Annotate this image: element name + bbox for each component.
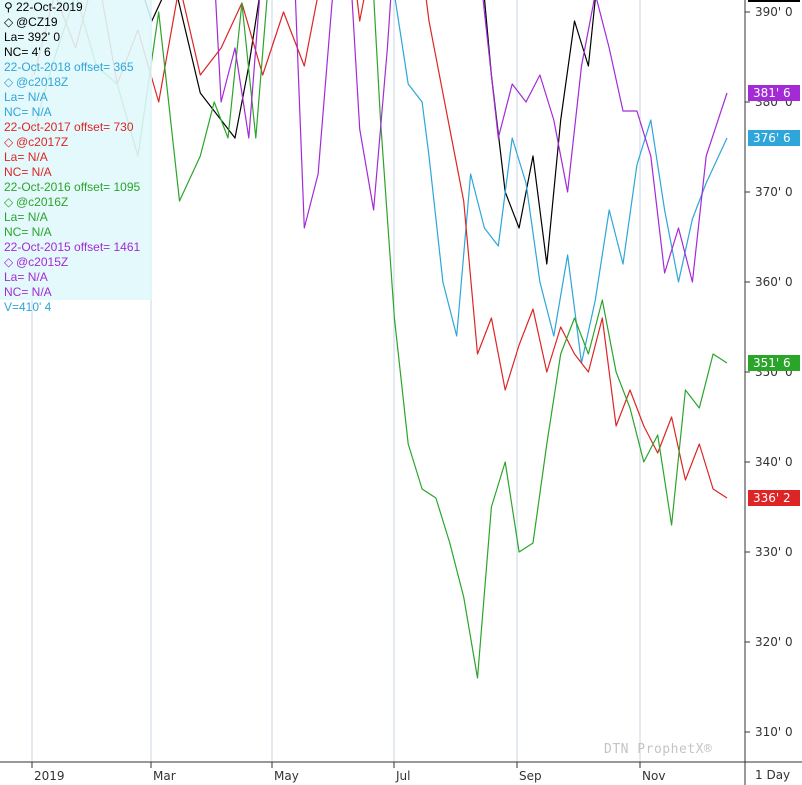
interval-label: 1 Day <box>755 768 790 782</box>
y-tick-label: 330' 0 <box>755 545 793 559</box>
legend-item: NC= 4' 6 <box>0 45 152 60</box>
legend-item-label: @c2015Z <box>16 255 69 269</box>
diamond-icon: ◇ <box>4 255 14 269</box>
legend-item-label: 22-Oct-2019 <box>16 0 83 14</box>
x-tick-label: Nov <box>642 769 665 783</box>
series-price-tag <box>748 85 800 101</box>
legend-item: NC= N/A <box>0 105 152 120</box>
diamond-icon: ◇ <box>4 15 14 29</box>
legend-item: 22-Oct-2018 offset= 365 <box>0 60 152 75</box>
legend-item: NC= N/A <box>0 285 152 300</box>
legend-item: NC= N/A <box>0 225 152 240</box>
watermark: DTN ProphetX® <box>604 742 713 757</box>
magnifier-icon[interactable]: ⚲ <box>4 0 13 14</box>
legend-item: 22-Oct-2016 offset= 1095 <box>0 180 152 195</box>
legend-item-label: NC= N/A <box>4 285 52 299</box>
legend-item: 22-Oct-2015 offset= 1461 <box>0 240 152 255</box>
legend-item-label: @CZ19 <box>16 15 58 29</box>
legend-item-label: 22-Oct-2016 offset= 1095 <box>4 180 141 194</box>
legend-item-label: NC= N/A <box>4 225 52 239</box>
legend-item: ◇ @c2017Z <box>0 135 152 150</box>
series-price-tag-label: 351' 6 <box>753 356 791 370</box>
series-price-tag <box>748 0 800 2</box>
legend-item-label: La= N/A <box>4 210 48 224</box>
legend-item-label: La= 392' 0 <box>4 30 61 44</box>
series-line <box>33 0 728 499</box>
legend-item-label: NC= N/A <box>4 165 52 179</box>
legend-item: La= N/A <box>0 90 152 105</box>
series-lines <box>33 0 728 679</box>
diamond-icon: ◇ <box>4 75 14 89</box>
series-line <box>215 0 728 283</box>
legend-item-label: 22-Oct-2018 offset= 365 <box>4 60 134 74</box>
legend-item-label: NC= 4' 6 <box>4 45 51 59</box>
series-price-tag-label: 376' 6 <box>753 131 791 145</box>
y-tick-label: 370' 0 <box>755 185 793 199</box>
legend-item: La= N/A <box>0 150 152 165</box>
legend-item-label: La= N/A <box>4 90 48 104</box>
y-tick-label: 390' 0 <box>755 5 793 19</box>
x-tick-label: Jul <box>395 769 410 783</box>
x-tick-label: Sep <box>519 769 542 783</box>
legend-item: ◇ @CZ19 <box>0 15 152 30</box>
legend-item-label: La= N/A <box>4 270 48 284</box>
legend-item-label: La= N/A <box>4 150 48 164</box>
y-tick-label: 340' 0 <box>755 455 793 469</box>
legend-item: ◇ @c2016Z <box>0 195 152 210</box>
legend-item: La= 392' 0 <box>0 30 152 45</box>
x-tick-label: 2019 <box>34 769 65 783</box>
diamond-icon: ◇ <box>4 135 14 149</box>
legend-item-label: 22-Oct-2017 offset= 730 <box>4 120 134 134</box>
legend-item-label: @c2016Z <box>16 195 69 209</box>
legend-item-label: NC= N/A <box>4 105 52 119</box>
legend-item: ◇ @c2018Z <box>0 75 152 90</box>
y-tick-label: 360' 0 <box>755 275 793 289</box>
series-price-tag-label: 336' 2 <box>753 491 791 505</box>
series-price-tag <box>748 490 800 506</box>
series-line <box>394 0 728 364</box>
series-price-tag-label: 392' 0 <box>753 0 791 1</box>
series-line <box>33 0 728 679</box>
legend-item: La= N/A <box>0 210 152 225</box>
x-tick-label: May <box>274 769 299 783</box>
legend-item: NC= N/A <box>0 165 152 180</box>
series-price-tag-label: 381' 6 <box>753 86 791 100</box>
x-tick-label: Mar <box>153 769 176 783</box>
legend-item: ⚲ 22-Oct-2019 <box>0 0 152 15</box>
series-price-tag <box>748 130 800 146</box>
legend-item-label: V=410' 4 <box>4 300 52 314</box>
series-line <box>144 0 596 265</box>
legend-item: V=410' 4 <box>0 300 152 315</box>
legend-item: La= N/A <box>0 270 152 285</box>
legend-item: 22-Oct-2017 offset= 730 <box>0 120 152 135</box>
legend-item-label: @c2018Z <box>16 75 69 89</box>
legend-item-label: @c2017Z <box>16 135 69 149</box>
legend-panel: ⚲ 22-Oct-2019 ◇ @CZ19 La= 392' 0 NC= 4' 6 22-O… <box>0 0 152 314</box>
y-tick-label: 310' 0 <box>755 725 793 739</box>
legend-item-label: 22-Oct-2015 offset= 1461 <box>4 240 141 254</box>
y-tick-label: 320' 0 <box>755 635 793 649</box>
legend-item: ◇ @c2015Z <box>0 255 152 270</box>
series-price-tag <box>748 355 800 371</box>
diamond-icon: ◇ <box>4 195 14 209</box>
